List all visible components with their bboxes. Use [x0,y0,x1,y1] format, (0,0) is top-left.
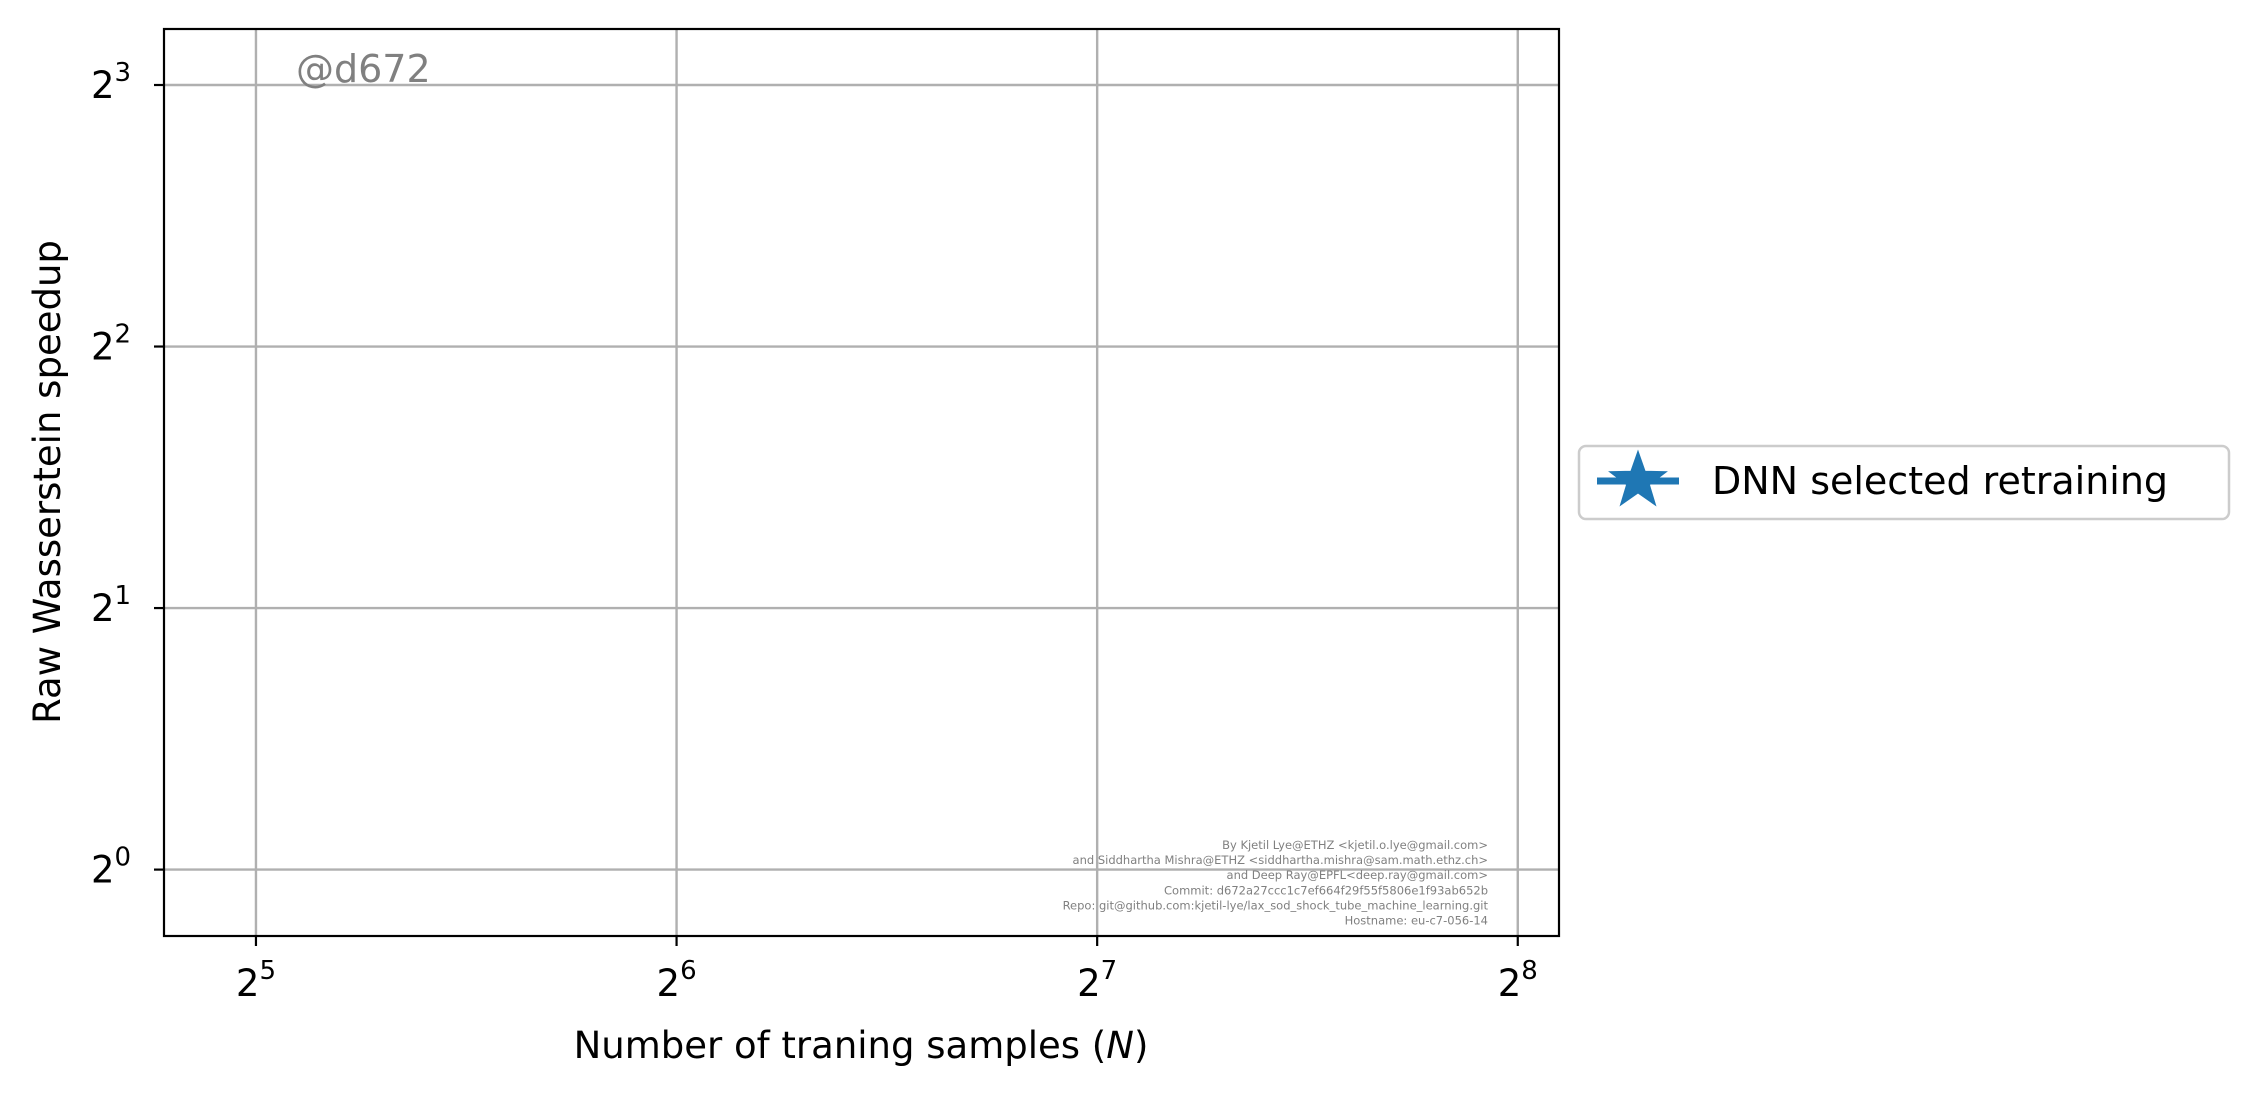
x-axis-label-symbol: N [1106,1024,1134,1067]
legend-star-marker [1608,449,1668,507]
credit-line: Hostname: eu-c7-056-14 [1345,914,1488,928]
y-tick-label: 20 [91,843,131,892]
y-tick-label: 23 [91,58,131,107]
x-tick-base: 2 [236,962,260,1005]
plot-area-frame [162,27,1561,938]
x-tick-label: 25 [236,956,276,1005]
y-tick-base: 2 [91,587,115,630]
x-axis-label-text: Number of traning samples ( [574,1024,1107,1067]
credit-line: Commit: d672a27ccc1c7ef664f29f55f5806e1f… [1164,883,1488,897]
y-tick-base: 2 [91,64,115,107]
credits-annotation: By Kjetil Lye@ETHZ <kjetil.o.lye@gmail.c… [1063,838,1489,928]
legend-frame [1577,444,2231,521]
y-tick-label: 21 [91,581,131,630]
legend[interactable]: DNN selected retraining [1577,444,2231,521]
y-tick-exponent: 0 [115,843,132,873]
y-tick-exponent: 1 [115,581,132,611]
legend-label: DNN selected retraining [1712,459,2168,503]
commit-tag-annotation: @d672 [296,47,431,91]
credit-line: By Kjetil Lye@ETHZ <kjetil.o.lye@gmail.c… [1222,838,1488,852]
y-tick-label: 22 [91,320,131,369]
x-axis-ticks: 25 26 27 28 [236,936,1538,1005]
x-tick-label: 28 [1498,956,1538,1005]
x-tick-exponent: 8 [1521,956,1538,986]
x-tick-base: 2 [1498,962,1522,1005]
grid-lines [164,29,1559,936]
x-tick-exponent: 6 [680,956,697,986]
credit-line: and Deep Ray@EPFL<deep.ray@gmail.com> [1227,868,1488,882]
credit-line: Repo: git@github.com:kjetil-lye/lax_sod_… [1063,898,1489,912]
y-tick-base: 2 [91,326,115,369]
y-tick-exponent: 2 [115,320,132,350]
x-axis-label: Number of traning samples (N) [574,1024,1149,1067]
credit-line: and Siddhartha Mishra@ETHZ <siddhartha.m… [1073,853,1488,867]
x-tick-label: 27 [1077,956,1117,1005]
x-tick-base: 2 [1077,962,1101,1005]
x-tick-base: 2 [657,962,681,1005]
x-tick-exponent: 5 [259,956,276,986]
x-axis-label-close: ) [1134,1024,1148,1067]
x-tick-label: 26 [657,956,697,1005]
x-tick-exponent: 7 [1101,956,1118,986]
y-tick-base: 2 [91,849,115,892]
y-tick-exponent: 3 [115,58,132,88]
y-axis-label: Raw Wasserstein speedup [26,240,69,724]
